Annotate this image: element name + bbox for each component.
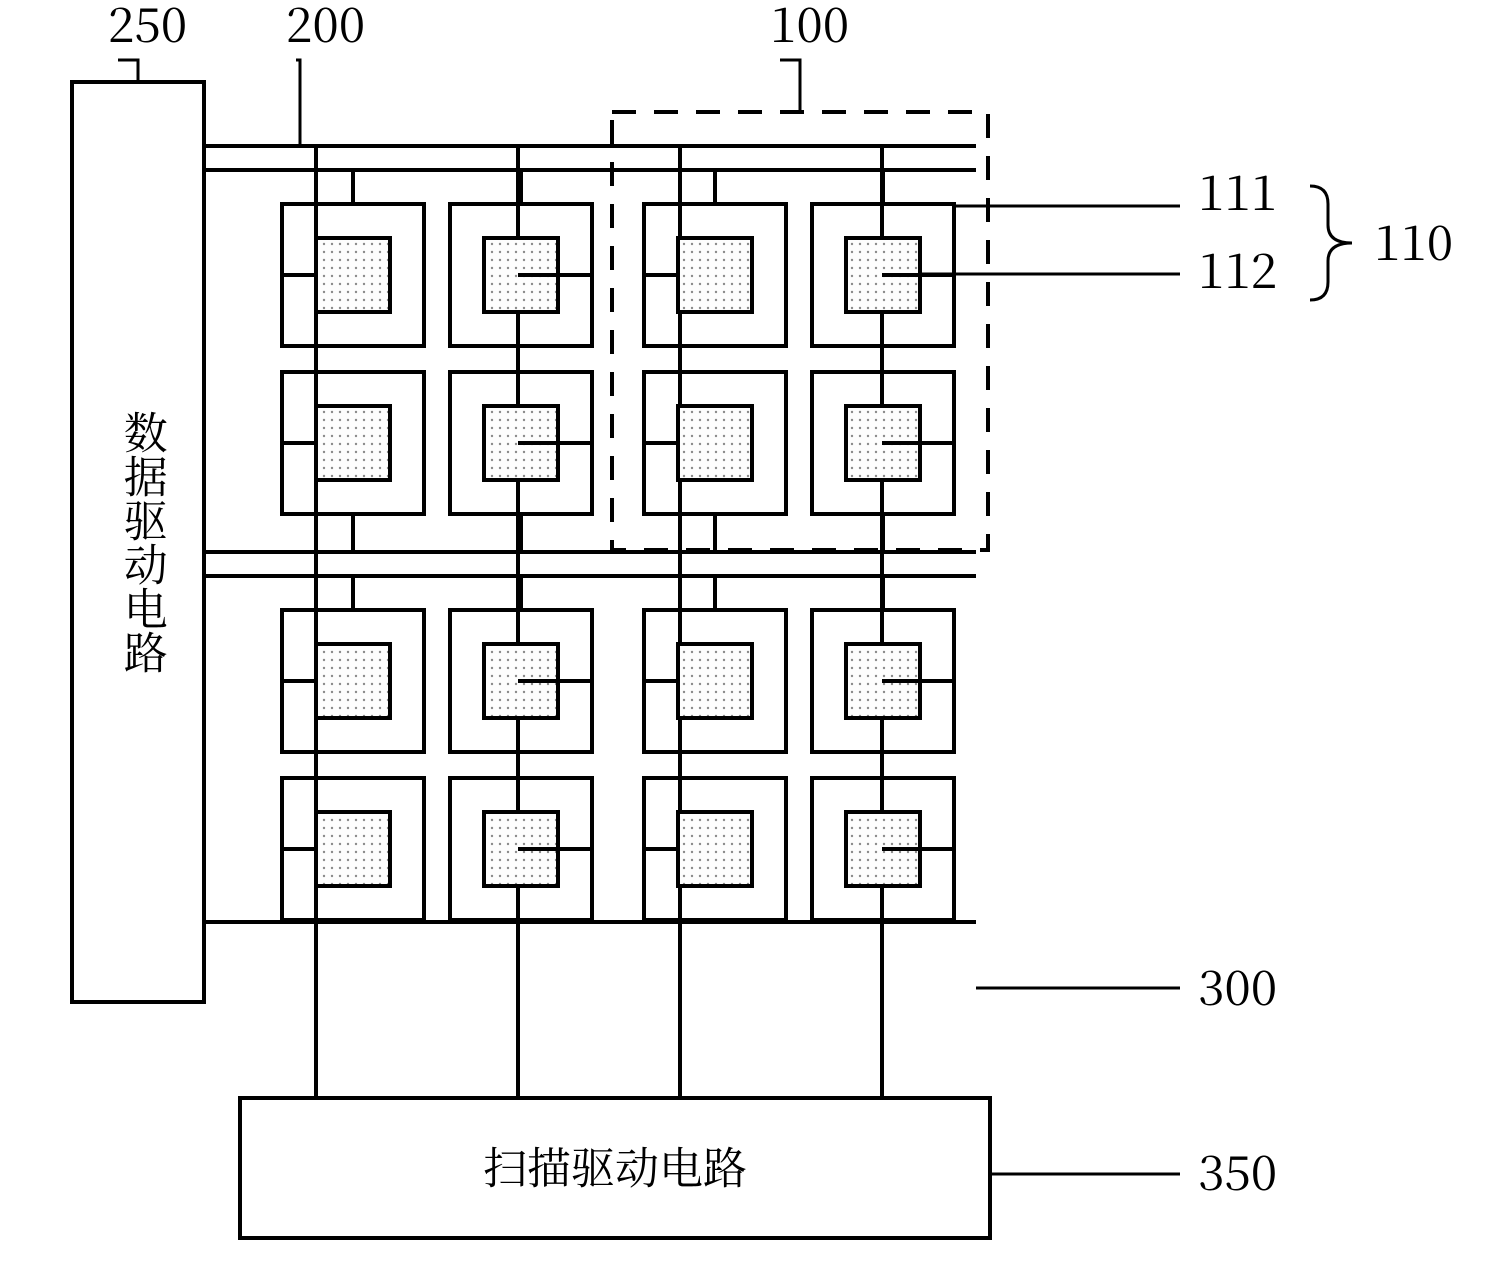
pixel-cluster bbox=[282, 576, 592, 922]
callout-200: 200 bbox=[286, 0, 365, 56]
pixel-inner bbox=[316, 406, 390, 480]
pixel-inner bbox=[316, 238, 390, 312]
callout-112: 112 bbox=[1198, 233, 1277, 302]
pixel-cluster bbox=[644, 576, 954, 922]
pixel-cluster bbox=[644, 170, 954, 552]
pixel-inner bbox=[678, 406, 752, 480]
data-driver-label: 数据驱动电路 bbox=[114, 410, 178, 674]
pixel-cluster bbox=[282, 170, 592, 552]
leader-line bbox=[118, 60, 138, 82]
region-100-box bbox=[612, 112, 988, 550]
pixel-inner bbox=[678, 238, 752, 312]
callout-100: 100 bbox=[770, 0, 849, 56]
pixel-inner bbox=[316, 644, 390, 718]
pixel-inner bbox=[678, 644, 752, 718]
callout-250: 250 bbox=[108, 0, 187, 56]
brace-110 bbox=[1310, 186, 1352, 300]
callout-110: 110 bbox=[1374, 205, 1453, 274]
leader-line bbox=[296, 60, 300, 146]
leader-line bbox=[780, 60, 800, 112]
callout-111: 111 bbox=[1198, 155, 1277, 224]
pixel-inner bbox=[678, 812, 752, 886]
scan-driver-label: 扫描驱动电路 bbox=[483, 1132, 747, 1196]
callout-300: 300 bbox=[1198, 950, 1277, 1019]
callout-350: 350 bbox=[1198, 1135, 1277, 1204]
pixel-inner bbox=[316, 812, 390, 886]
